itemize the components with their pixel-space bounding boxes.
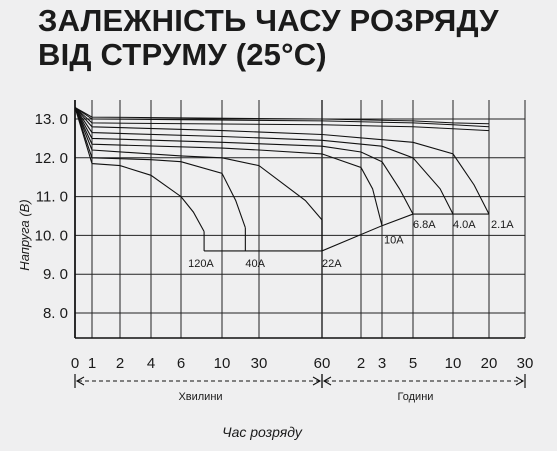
axes	[74, 100, 526, 388]
x-tick-label: 3	[378, 355, 386, 372]
end-voltage-line	[204, 213, 489, 252]
upper-band-line	[74, 106, 490, 128]
chart-title: ЗАЛЕЖНІСТЬ ЧАСУ РОЗРЯДУ ВІД СТРУМУ (25°C…	[38, 4, 499, 72]
curve-120a	[74, 107, 205, 232]
arrow-right-icon	[312, 376, 322, 386]
x-tick-label: 10	[214, 355, 231, 372]
x-tick-label: 4	[147, 355, 155, 372]
segment-label: Години	[398, 391, 434, 403]
series-label-120a: 120A	[188, 258, 214, 270]
series-label-6-8a: 6.8A	[413, 219, 436, 231]
segment-label: Хвилини	[178, 391, 222, 403]
curve-40a	[74, 107, 246, 228]
y-tick-label: 11. 0	[36, 189, 68, 206]
x-tick-label: 2	[357, 355, 365, 372]
x-tick-label: 10	[445, 355, 462, 372]
chart-title-line-1: ЗАЛЕЖНІСТЬ ЧАСУ РОЗРЯДУ	[38, 3, 499, 38]
curve-10a	[74, 107, 383, 226]
y-axis-title: Напруга (В)	[17, 199, 32, 270]
y-tick-label: 8. 0	[43, 305, 68, 322]
curve-22a	[74, 107, 323, 221]
x-tick-label: 5	[409, 355, 417, 372]
x-tick-label: 20	[481, 355, 498, 372]
chart-title-line-2: ВІД СТРУМУ (25°C)	[38, 37, 327, 72]
series-label-40a: 40A	[245, 258, 265, 270]
series-label-10a: 10A	[384, 235, 404, 247]
curves	[74, 106, 490, 252]
curve-4-0a	[74, 107, 454, 215]
upper-band-line	[74, 107, 490, 132]
curve-6-8a	[74, 107, 414, 215]
arrow-left-icon	[322, 376, 332, 386]
x-tick-label: 2	[116, 355, 124, 372]
y-tick-label: 9. 0	[43, 266, 68, 283]
series-label-2-1a: 2.1A	[491, 219, 514, 231]
x-tick-label: 30	[251, 355, 268, 372]
arrow-right-icon	[515, 376, 525, 386]
arrow-left-icon	[75, 376, 85, 386]
x-tick-label: 60	[314, 355, 331, 372]
y-tick-label: 10. 0	[35, 227, 68, 244]
x-tick-label: 30	[517, 355, 534, 372]
x-tick-label: 1	[88, 355, 96, 372]
y-tick-label: 12. 0	[35, 150, 68, 167]
x-axis-title: Час розряду	[222, 424, 303, 440]
labels: 120A 40A 22A 10A 6.8A 4.0A 2.1A 13. 0 12. 0 11. 0…	[17, 111, 533, 440]
series-label-22a: 22A	[322, 258, 342, 270]
x-tick-label: 6	[177, 355, 185, 372]
x-tick-label: 0	[71, 355, 79, 372]
upper-band-line	[74, 106, 490, 125]
series-label-4-0a: 4.0A	[453, 219, 476, 231]
y-tick-label: 13. 0	[35, 111, 68, 128]
curve-2-1a	[74, 107, 490, 215]
